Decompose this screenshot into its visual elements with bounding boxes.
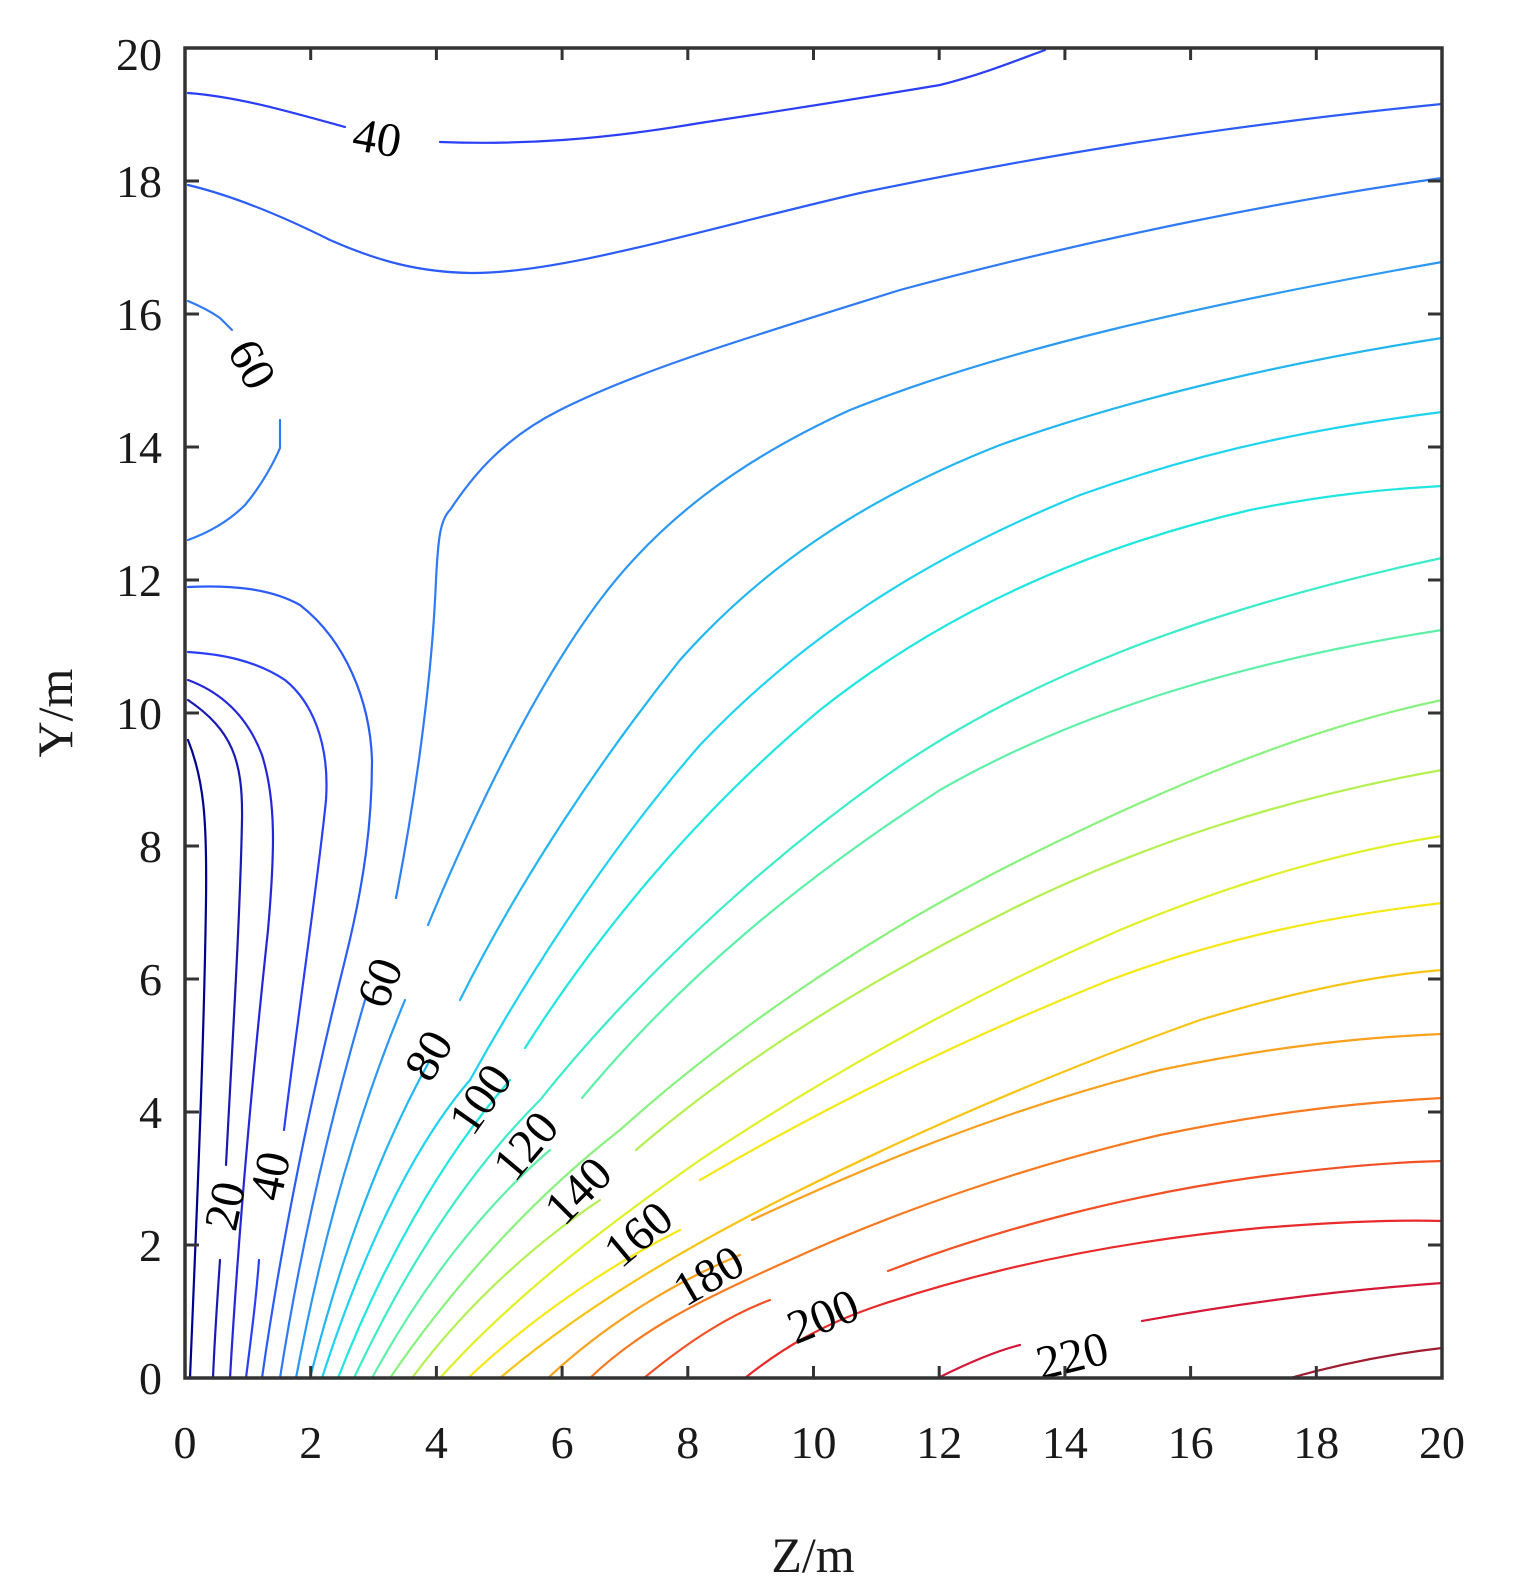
contour-160-upper bbox=[698, 901, 1444, 1182]
contour-lines bbox=[186, 48, 1444, 1380]
x-tick-label: 20 bbox=[1419, 1417, 1465, 1468]
x-tick-label: 12 bbox=[916, 1417, 962, 1468]
x-tick-labels: 0 2 4 6 8 10 12 14 16 18 20 bbox=[174, 1417, 1466, 1468]
y-tick-label: 18 bbox=[116, 156, 162, 207]
y-tick-label: 20 bbox=[116, 29, 162, 80]
y-tick-label: 0 bbox=[139, 1353, 162, 1404]
contour-220-upper bbox=[1140, 1281, 1444, 1323]
y-tick-labels: 0 2 4 6 8 10 12 14 16 18 20 bbox=[116, 29, 162, 1404]
y-ticks bbox=[185, 179, 1442, 1247]
contour-160 bbox=[466, 1228, 682, 1380]
contour-label: 20 bbox=[194, 1177, 256, 1235]
x-tick-label: 18 bbox=[1293, 1417, 1339, 1468]
y-tick-label: 12 bbox=[116, 555, 162, 606]
x-tick-label: 16 bbox=[1168, 1417, 1214, 1468]
y-tick-label: 10 bbox=[116, 688, 162, 739]
contour-120 bbox=[370, 1148, 552, 1380]
x-tick-label: 8 bbox=[676, 1417, 699, 1468]
contour-50-top bbox=[186, 102, 1444, 275]
contour-170 bbox=[498, 968, 1444, 1380]
contour-210 bbox=[743, 1219, 1444, 1380]
contour-30 bbox=[186, 678, 275, 1380]
contour-150 bbox=[438, 834, 1444, 1380]
y-tick-label: 4 bbox=[139, 1087, 162, 1138]
contour-10 bbox=[186, 738, 208, 1380]
contour-230 bbox=[1288, 1346, 1444, 1380]
contour-20 bbox=[211, 1258, 222, 1380]
x-tick-label: 4 bbox=[425, 1417, 448, 1468]
contour-60 bbox=[278, 998, 367, 1380]
contour-label: 60 bbox=[217, 331, 286, 398]
contour-180-upper bbox=[750, 1032, 1444, 1222]
x-tick-label: 2 bbox=[299, 1417, 322, 1468]
contour-40-top bbox=[186, 91, 347, 129]
contour-labels: 40 60 20 40 60 80 100 120 140 160 180 20… bbox=[194, 108, 1113, 1391]
contour-110 bbox=[352, 556, 1444, 1380]
contour-120-upper bbox=[580, 628, 1444, 1100]
contour-60-left-loop bbox=[186, 418, 282, 542]
contour-20-upper bbox=[186, 698, 244, 1167]
contour-40-top-right bbox=[438, 48, 1047, 144]
x-axis-title: Z/m bbox=[771, 1527, 854, 1583]
contour-190 bbox=[588, 1096, 1444, 1380]
contour-40 bbox=[244, 1258, 261, 1380]
contour-140-upper bbox=[634, 768, 1444, 1152]
contour-100-upper bbox=[523, 484, 1444, 1050]
x-tick-label: 10 bbox=[791, 1417, 837, 1468]
y-axis-title: Y/m bbox=[27, 668, 83, 757]
y-tick-label: 2 bbox=[139, 1220, 162, 1271]
contour-40-upper bbox=[186, 650, 328, 1132]
contour-90 bbox=[320, 410, 1444, 1380]
contour-200-upper bbox=[886, 1159, 1444, 1273]
contour-label: 80 bbox=[394, 1022, 464, 1090]
contour-70-upper bbox=[426, 260, 1444, 927]
contour-140 bbox=[410, 1198, 602, 1380]
contour-label: 160 bbox=[594, 1191, 683, 1278]
contour-60-upper bbox=[394, 176, 1444, 900]
contour-label: 40 bbox=[239, 1147, 301, 1205]
x-tick-label: 14 bbox=[1042, 1417, 1088, 1468]
contour-70 bbox=[294, 998, 407, 1380]
y-tick-label: 16 bbox=[116, 289, 162, 340]
contour-label: 180 bbox=[664, 1235, 753, 1317]
y-tick-label: 6 bbox=[139, 954, 162, 1005]
contour-60-left-top bbox=[186, 299, 234, 332]
y-tick-label: 8 bbox=[139, 821, 162, 872]
contour-100 bbox=[336, 1078, 512, 1380]
contour-label: 40 bbox=[349, 108, 405, 169]
x-tick-label: 6 bbox=[551, 1417, 574, 1468]
x-ticks bbox=[183, 48, 1318, 1378]
contour-220 bbox=[936, 1343, 1022, 1380]
contour-200 bbox=[642, 1298, 772, 1380]
y-tick-label: 14 bbox=[116, 422, 162, 473]
contour-80 bbox=[308, 1058, 432, 1380]
contour-label: 220 bbox=[1031, 1322, 1114, 1391]
x-tick-label: 0 bbox=[174, 1417, 197, 1468]
contour-130 bbox=[388, 698, 1444, 1380]
contour-50 bbox=[186, 585, 374, 1380]
contour-80-upper bbox=[458, 336, 1444, 1002]
contour-180 bbox=[546, 1253, 742, 1380]
